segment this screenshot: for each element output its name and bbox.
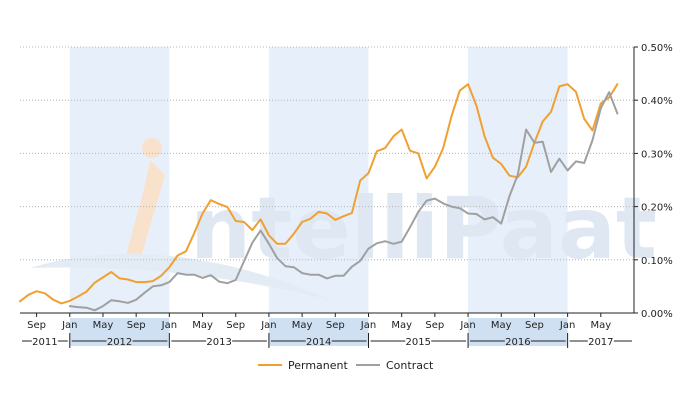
y-tick-label: 0.40% [641,96,673,107]
watermark-figure-head [142,138,162,158]
year-label: 2016 [505,337,530,348]
year-label: 2014 [306,337,331,348]
watermark-figure-body [125,160,165,262]
x-tick-label: Jan [161,320,177,331]
y-tick-label: 0.50% [641,43,673,54]
watermark: ntelliPaat [30,138,657,300]
year-shade-band [268,47,369,313]
x-tick-label: May [391,320,412,331]
x-tick-label: Sep [27,320,46,331]
y-tick-label: 0.10% [641,256,673,267]
x-tick-label: Jan [559,320,575,331]
series-line-contract [68,91,619,312]
x-tick-label: Jan [459,320,475,331]
y-tick-label: 0.20% [641,203,673,214]
x-tick-label: May [192,320,213,331]
x-tick-label: Sep [326,320,345,331]
x-tick-label: May [93,320,114,331]
axes [20,46,638,317]
year-label: 2011 [32,337,57,348]
series-lines [19,83,619,312]
watermark-swoosh [30,253,330,300]
year-axis: 2011 2012 2013 2014 2015 2016 2017 [22,333,632,348]
x-tick-label: May [491,320,512,331]
y-axis-labels: 0.00% 0.10% 0.20% 0.30% 0.40% 0.50% [641,43,673,320]
year-label: 2015 [406,337,431,348]
x-tick-label: Sep [226,320,245,331]
year-shading [69,47,568,346]
x-tick-label: Jan [61,320,77,331]
legend: Permanent Contract [258,359,434,372]
x-tick-label: May [292,320,313,331]
x-tick-label: May [590,320,611,331]
year-shade-band [468,47,568,313]
x-axis-labels: Sep Jan May Sep Jan May Sep Jan May Sep Jan May Sep J… [27,320,611,331]
y-tick-label: 0.30% [641,149,673,160]
year-label: 2013 [206,337,231,348]
x-tick-label: Sep [525,320,544,331]
y-tick-label: 0.00% [641,309,673,320]
year-label: 2012 [107,337,132,348]
year-label: 2017 [588,337,613,348]
legend-label-permanent: Permanent [288,359,349,372]
x-tick-label: Sep [127,320,146,331]
x-tick-label: Jan [360,320,376,331]
x-tick-label: Jan [260,320,276,331]
watermark-text: ntelliPaat [190,179,657,279]
x-tick-label: Sep [425,320,444,331]
legend-label-contract: Contract [386,359,434,372]
